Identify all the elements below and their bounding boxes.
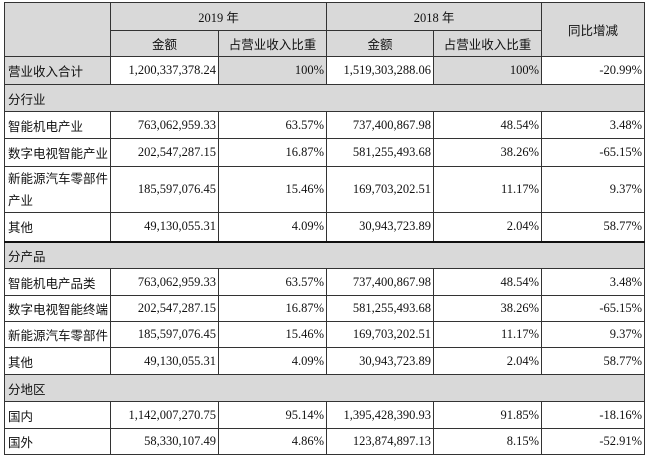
- ratio-2019: 4.86%: [217, 428, 328, 455]
- header-blank: [4, 2, 111, 57]
- yoy-change: -52.91%: [541, 428, 646, 455]
- amount-2019: 202,547,287.15: [110, 295, 219, 322]
- total-ratio-2018: 100%: [433, 56, 543, 85]
- table-row: 新能源汽车零部件 185,597,076.45 15.46% 169,703,202.…: [4, 321, 646, 348]
- ratio-2019: 16.87%: [217, 138, 328, 167]
- amount-2019: 185,597,076.45: [110, 321, 219, 348]
- amount-2018: 737,400,867.98: [326, 111, 435, 139]
- ratio-2019: 4.09%: [217, 347, 328, 375]
- amount-2018: 169,703,202.51: [326, 321, 435, 348]
- total-label: 营业收入合计: [4, 56, 111, 85]
- amount-2018: 581,255,493.68: [326, 295, 435, 322]
- table-row: 智能机电产品类 763,062,959.33 63.57% 737,400,867.9…: [4, 268, 646, 296]
- row-label: 数字电视智能产业: [4, 138, 111, 167]
- total-amount-2018: 1,519,303,288.06: [326, 56, 435, 85]
- ratio-2019: 4.09%: [217, 212, 328, 242]
- header-row-columns: 金额 占营业收入比重 金额 占营业收入比重: [5, 30, 645, 57]
- section-row: 分地区: [3, 374, 646, 402]
- yoy-change: -65.15%: [541, 295, 646, 322]
- section-title: 分行业: [3, 84, 646, 112]
- total-ratio-2019: 100%: [217, 56, 328, 85]
- table-row: 新能源汽车零部件产业 185,597,076.45 15.46% 169,703,20…: [4, 166, 646, 213]
- yoy-change: 3.48%: [541, 111, 646, 139]
- ratio-2018: 11.17%: [433, 321, 543, 348]
- table-row: 国内 1,142,007,270.75 95.14% 1,395,428,390.93…: [4, 401, 646, 429]
- amount-2018: 30,943,723.89: [326, 212, 435, 242]
- amount-2019: 763,062,959.33: [110, 111, 219, 139]
- ratio-2018: 38.26%: [433, 138, 543, 167]
- amount-2019: 1,142,007,270.75: [110, 401, 219, 429]
- ratio-2018: 48.54%: [433, 268, 543, 296]
- header-ratio-2019: 占营业收入比重: [217, 30, 328, 57]
- ratio-2019: 16.87%: [217, 295, 328, 322]
- ratio-2018: 11.17%: [433, 166, 543, 213]
- table-row: 国外 58,330,107.49 4.86% 123,874,897.13 8.15% -…: [4, 428, 646, 455]
- ratio-2019: 95.14%: [217, 401, 328, 429]
- header-year-2019: 2019 年: [109, 2, 328, 31]
- row-label: 其他: [4, 347, 111, 375]
- row-label: 新能源汽车零部件产业: [4, 166, 111, 213]
- yoy-change: 9.37%: [541, 321, 646, 348]
- total-row: 营业收入合计 1,200,337,378.24 100% 1,519,303,2…: [4, 56, 646, 85]
- header-yoy: 同比增减: [541, 2, 646, 57]
- ratio-2018: 38.26%: [433, 295, 543, 322]
- header-ratio-2018: 占营业收入比重: [433, 30, 543, 57]
- section-row: 分行业: [3, 84, 646, 112]
- total-amount-2019: 1,200,337,378.24: [110, 56, 219, 85]
- revenue-table: 2019 年 2018 年 同比增减 金额 占营业收入比重 金额 占营业收入比重…: [3, 2, 646, 455]
- header-row-years: 2019 年 2018 年 同比增减: [4, 2, 646, 57]
- row-label: 智能机电产业: [4, 111, 111, 139]
- yoy-change: 3.48%: [541, 268, 646, 296]
- ratio-2019: 63.57%: [217, 268, 328, 296]
- yoy-change: 58.77%: [541, 212, 646, 242]
- section-title: 分产品: [3, 240, 646, 269]
- table-row: 数字电视智能终端 202,547,287.15 16.87% 581,255,493.…: [4, 295, 646, 322]
- amount-2019: 202,547,287.15: [110, 138, 219, 167]
- amount-2018: 169,703,202.51: [326, 166, 435, 213]
- amount-2018: 581,255,493.68: [326, 138, 435, 167]
- section-row: 分产品: [3, 240, 646, 269]
- ratio-2018: 2.04%: [433, 212, 543, 242]
- table-row: 智能机电产业 763,062,959.33 63.57% 737,400,867.98…: [4, 111, 646, 139]
- amount-2018: 123,874,897.13: [326, 428, 435, 455]
- row-label: 国内: [4, 401, 111, 429]
- row-label: 其他: [4, 212, 111, 242]
- header-amount-2018: 金额: [326, 30, 435, 57]
- table-row: 其他 49,130,055.31 4.09% 30,943,723.89 2.04% 58…: [4, 212, 646, 242]
- ratio-2019: 15.46%: [217, 166, 328, 213]
- yoy-change: -18.16%: [541, 401, 646, 429]
- header-amount-2019: 金额: [110, 30, 219, 57]
- yoy-change: -65.15%: [541, 138, 646, 167]
- total-yoy: -20.99%: [541, 56, 646, 85]
- amount-2018: 1,395,428,390.93: [326, 401, 435, 429]
- amount-2019: 763,062,959.33: [110, 268, 219, 296]
- row-label: 国外: [4, 428, 111, 455]
- amount-2019: 49,130,055.31: [110, 212, 219, 242]
- amount-2018: 737,400,867.98: [326, 268, 435, 296]
- ratio-2018: 8.15%: [433, 428, 543, 455]
- row-label: 新能源汽车零部件: [4, 321, 111, 348]
- table-row: 数字电视智能产业 202,547,287.15 16.87% 581,255,493.…: [4, 138, 646, 167]
- amount-2019: 58,330,107.49: [110, 428, 219, 455]
- header-year-2018: 2018 年: [326, 2, 543, 31]
- ratio-2018: 48.54%: [433, 111, 543, 139]
- ratio-2018: 2.04%: [433, 347, 543, 375]
- yoy-change: 9.37%: [541, 166, 646, 213]
- row-label: 智能机电产品类: [4, 268, 111, 296]
- ratio-2018: 91.85%: [433, 401, 543, 429]
- section-title: 分地区: [3, 374, 646, 402]
- table-row: 其他 49,130,055.31 4.09% 30,943,723.89 2.04% 58…: [4, 347, 646, 375]
- amount-2018: 30,943,723.89: [326, 347, 435, 375]
- ratio-2019: 15.46%: [217, 321, 328, 348]
- amount-2019: 185,597,076.45: [110, 166, 219, 213]
- yoy-change: 58.77%: [541, 347, 646, 375]
- ratio-2019: 63.57%: [217, 111, 328, 139]
- row-label: 数字电视智能终端: [4, 295, 111, 322]
- amount-2019: 49,130,055.31: [110, 347, 219, 375]
